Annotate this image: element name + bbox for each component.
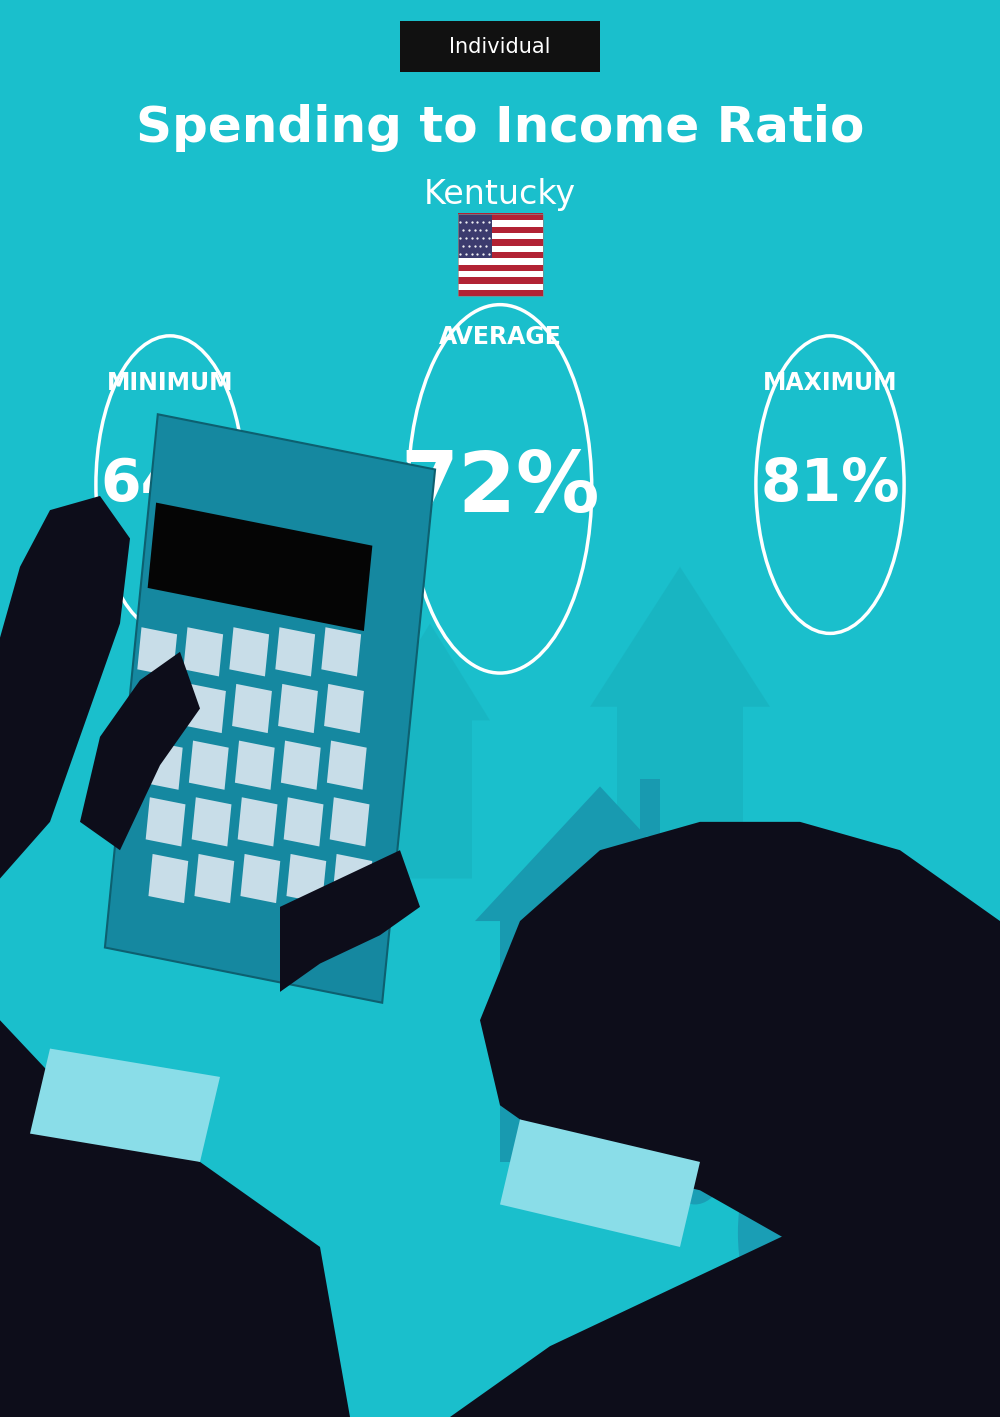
Text: Kentucky: Kentucky bbox=[424, 177, 576, 211]
FancyBboxPatch shape bbox=[458, 214, 492, 258]
Polygon shape bbox=[143, 741, 183, 789]
Polygon shape bbox=[189, 741, 229, 789]
FancyBboxPatch shape bbox=[458, 256, 542, 265]
Polygon shape bbox=[450, 1134, 1000, 1417]
FancyBboxPatch shape bbox=[458, 251, 542, 258]
Polygon shape bbox=[137, 628, 177, 676]
Text: Spending to Income Ratio: Spending to Income Ratio bbox=[136, 103, 864, 152]
Polygon shape bbox=[575, 1166, 720, 1176]
Polygon shape bbox=[80, 652, 200, 850]
Polygon shape bbox=[321, 628, 361, 676]
Text: 81%: 81% bbox=[760, 456, 900, 513]
Polygon shape bbox=[500, 1119, 700, 1247]
FancyBboxPatch shape bbox=[458, 269, 542, 278]
Polygon shape bbox=[575, 1144, 720, 1153]
Polygon shape bbox=[275, 628, 315, 676]
Polygon shape bbox=[148, 854, 188, 903]
Polygon shape bbox=[194, 854, 234, 903]
Polygon shape bbox=[146, 798, 185, 846]
Polygon shape bbox=[575, 1132, 720, 1142]
FancyBboxPatch shape bbox=[458, 244, 542, 252]
Polygon shape bbox=[186, 684, 226, 733]
Polygon shape bbox=[330, 798, 369, 846]
Polygon shape bbox=[480, 822, 1000, 1417]
Polygon shape bbox=[286, 854, 326, 903]
Polygon shape bbox=[238, 798, 277, 846]
Text: Individual: Individual bbox=[449, 37, 551, 57]
Polygon shape bbox=[332, 854, 372, 903]
Text: $: $ bbox=[787, 1230, 813, 1264]
Polygon shape bbox=[192, 798, 231, 846]
Polygon shape bbox=[240, 854, 280, 903]
Polygon shape bbox=[0, 496, 130, 1417]
FancyBboxPatch shape bbox=[524, 969, 560, 1029]
Polygon shape bbox=[229, 628, 269, 676]
Polygon shape bbox=[281, 741, 321, 789]
FancyBboxPatch shape bbox=[458, 289, 542, 296]
Polygon shape bbox=[240, 652, 320, 836]
Polygon shape bbox=[284, 798, 323, 846]
Polygon shape bbox=[232, 684, 272, 733]
Text: 72%: 72% bbox=[400, 448, 600, 530]
Text: MINIMUM: MINIMUM bbox=[107, 371, 233, 394]
Polygon shape bbox=[575, 1110, 720, 1119]
Polygon shape bbox=[324, 684, 364, 733]
Polygon shape bbox=[775, 1077, 825, 1112]
Polygon shape bbox=[590, 567, 770, 935]
Polygon shape bbox=[500, 921, 700, 1162]
FancyBboxPatch shape bbox=[458, 218, 542, 227]
Text: 64%: 64% bbox=[100, 456, 240, 513]
FancyBboxPatch shape bbox=[458, 213, 542, 220]
FancyBboxPatch shape bbox=[458, 276, 542, 283]
FancyBboxPatch shape bbox=[400, 21, 600, 72]
FancyBboxPatch shape bbox=[640, 969, 676, 1029]
Ellipse shape bbox=[738, 1119, 862, 1346]
Polygon shape bbox=[278, 684, 318, 733]
Polygon shape bbox=[148, 503, 372, 631]
Polygon shape bbox=[575, 1155, 720, 1165]
Text: AVERAGE: AVERAGE bbox=[439, 326, 561, 349]
Polygon shape bbox=[0, 1020, 350, 1417]
Polygon shape bbox=[327, 741, 367, 789]
FancyBboxPatch shape bbox=[458, 264, 542, 271]
Polygon shape bbox=[235, 741, 275, 789]
Polygon shape bbox=[183, 628, 223, 676]
Text: $: $ bbox=[688, 1131, 702, 1151]
Polygon shape bbox=[105, 414, 435, 1003]
FancyBboxPatch shape bbox=[458, 238, 542, 245]
FancyBboxPatch shape bbox=[458, 231, 542, 239]
FancyBboxPatch shape bbox=[458, 282, 542, 290]
Polygon shape bbox=[576, 1037, 624, 1162]
Polygon shape bbox=[280, 850, 420, 992]
Polygon shape bbox=[370, 623, 490, 879]
Polygon shape bbox=[140, 684, 180, 733]
Polygon shape bbox=[640, 779, 660, 836]
Polygon shape bbox=[475, 786, 725, 921]
Polygon shape bbox=[575, 1121, 720, 1131]
FancyBboxPatch shape bbox=[458, 225, 542, 232]
Polygon shape bbox=[575, 1098, 720, 1108]
Text: MAXIMUM: MAXIMUM bbox=[763, 371, 897, 394]
Polygon shape bbox=[30, 1049, 220, 1162]
Ellipse shape bbox=[656, 1063, 734, 1204]
Polygon shape bbox=[678, 1037, 712, 1060]
